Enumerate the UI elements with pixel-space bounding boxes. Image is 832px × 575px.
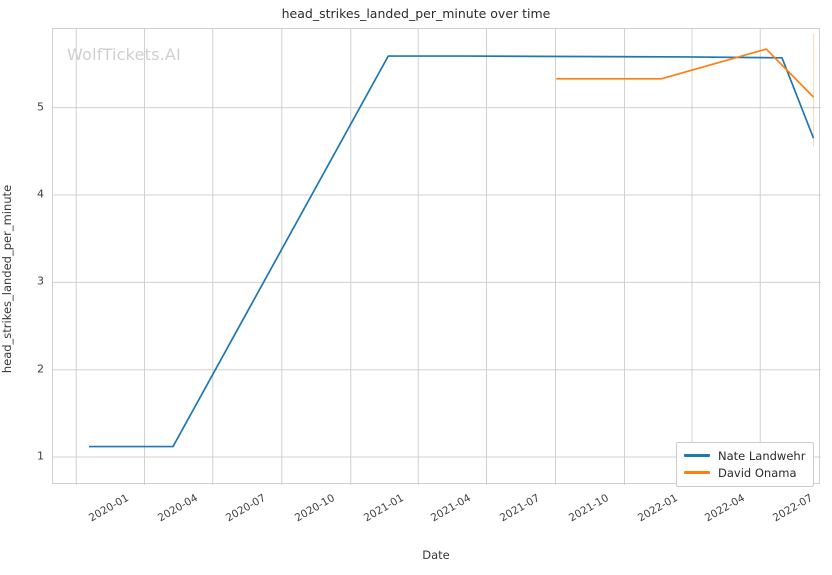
plot-area: WolfTickets.AI (52, 28, 821, 485)
x-tick-label: 2020-04 (155, 492, 200, 525)
legend-item-0[interactable]: Nate Landwehr (684, 447, 805, 464)
x-tick-label: 2020-01 (87, 492, 132, 525)
legend: Nate Landwehr David Onama (676, 442, 815, 487)
x-axis-label: Date (422, 548, 450, 562)
grid-lines (53, 29, 821, 485)
x-tick-label: 2022-04 (702, 492, 747, 525)
x-tick-label: 2021-10 (566, 492, 611, 525)
x-tick-label: 2020-07 (223, 492, 268, 525)
y-tick-label: 1 (37, 449, 44, 463)
legend-swatch-0 (684, 454, 710, 457)
x-tick-label: 2021-07 (497, 492, 542, 525)
y-tick-label: 3 (37, 274, 44, 288)
series-line-0 (89, 55, 815, 448)
legend-item-1[interactable]: David Onama (684, 464, 805, 481)
legend-label-0: Nate Landwehr (718, 448, 806, 463)
x-tick-label: 2022-01 (635, 492, 680, 525)
data-series (89, 33, 815, 448)
y-tick-label: 2 (37, 362, 44, 376)
chart-title: head_strikes_landed_per_minute over time (281, 6, 551, 21)
legend-swatch-1 (684, 471, 710, 474)
y-tick-label: 4 (37, 187, 44, 201)
x-tick-label: 2021-01 (361, 492, 406, 525)
series-line-1 (556, 48, 815, 98)
x-tick-label: 2021-04 (429, 492, 474, 525)
y-tick-label: 5 (37, 100, 44, 114)
y-axis-ticks: 1 2 3 4 5 (0, 0, 44, 575)
x-tick-label: 2020-10 (292, 492, 337, 525)
x-tick-label: 2022-07 (771, 492, 816, 525)
legend-label-1: David Onama (718, 465, 797, 480)
